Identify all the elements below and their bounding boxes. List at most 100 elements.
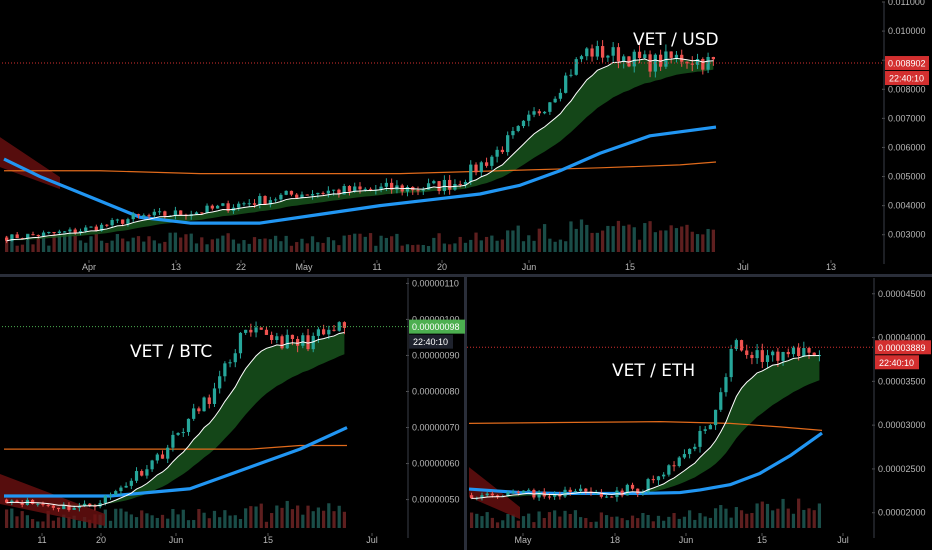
candle-body bbox=[238, 332, 243, 354]
volume-bar bbox=[584, 518, 588, 528]
candle-body bbox=[337, 322, 341, 331]
volume-bar bbox=[672, 513, 676, 528]
candle-body bbox=[724, 377, 728, 393]
candle-body bbox=[242, 203, 246, 205]
volume-bar bbox=[765, 503, 770, 528]
ema-ribbon bbox=[471, 355, 820, 499]
candle-body bbox=[606, 55, 610, 58]
volume-bar bbox=[579, 219, 584, 252]
volume-bar bbox=[475, 513, 479, 528]
x-tick-label: Apr bbox=[82, 262, 96, 272]
candle-body bbox=[485, 493, 489, 496]
volume-bar bbox=[300, 238, 304, 252]
panel-vet-eth[interactable]: 0.00004500 0.00004000 0.00003500 0.00003000… bbox=[467, 278, 931, 545]
volume-bar bbox=[622, 225, 626, 252]
volume-bar bbox=[247, 243, 251, 252]
volume-bar bbox=[88, 519, 92, 528]
candle-body bbox=[797, 347, 801, 357]
candle-body bbox=[173, 210, 178, 216]
volume-bar bbox=[20, 511, 24, 528]
candle-body bbox=[152, 211, 156, 216]
volume-bar bbox=[501, 520, 505, 528]
candle-body bbox=[273, 199, 278, 201]
candle-body bbox=[590, 48, 594, 57]
volume-bar bbox=[516, 520, 520, 528]
volume-bar bbox=[108, 520, 113, 528]
candle-body bbox=[432, 181, 436, 184]
candle-body bbox=[771, 351, 775, 356]
volume-bar bbox=[82, 516, 87, 528]
volume-bar bbox=[176, 514, 180, 528]
volume-bar bbox=[615, 516, 619, 528]
candle-body bbox=[622, 56, 626, 62]
volume-bar bbox=[342, 235, 346, 252]
volume-bar bbox=[390, 236, 394, 252]
candle-body bbox=[126, 219, 130, 224]
volume-bar bbox=[36, 521, 40, 528]
volume-bar bbox=[604, 515, 609, 528]
candle-body bbox=[94, 226, 98, 231]
candle-body bbox=[223, 363, 227, 377]
x-tick-label: Jun bbox=[679, 535, 694, 545]
candle-body bbox=[574, 59, 578, 75]
volume-bar bbox=[627, 224, 631, 252]
candle-body bbox=[547, 496, 552, 498]
candle-body bbox=[147, 215, 151, 217]
volume-bar bbox=[653, 232, 657, 252]
volume-bar bbox=[703, 516, 707, 528]
candle-body bbox=[532, 111, 536, 115]
volume-bar bbox=[264, 521, 269, 528]
volume-bar bbox=[166, 518, 170, 528]
candle-body bbox=[20, 502, 24, 505]
candle-body bbox=[448, 179, 452, 190]
ma-long-line bbox=[4, 161, 717, 175]
volume-bar bbox=[724, 508, 728, 528]
candle-body bbox=[192, 408, 196, 419]
x-tick-label: 20 bbox=[96, 535, 106, 545]
candle-body bbox=[72, 507, 76, 510]
ma-slow-line bbox=[4, 426, 348, 498]
volume-bar bbox=[194, 243, 199, 252]
candle-body bbox=[210, 205, 214, 209]
volume-bar bbox=[67, 517, 71, 528]
countdown-tag bbox=[875, 355, 919, 370]
candle-body bbox=[140, 471, 144, 476]
candle-body bbox=[599, 492, 603, 497]
candle-body bbox=[105, 224, 109, 226]
volume-bar bbox=[119, 508, 123, 528]
candle-body bbox=[99, 224, 104, 231]
volume-bar bbox=[290, 509, 295, 528]
volume-bar bbox=[15, 516, 19, 528]
candle-body bbox=[585, 48, 589, 57]
volume-bar bbox=[73, 235, 77, 252]
volume-bar bbox=[558, 239, 563, 252]
volume-bar bbox=[506, 514, 510, 528]
volume-bar bbox=[181, 509, 185, 528]
candle-body bbox=[516, 491, 520, 493]
candle-body bbox=[145, 469, 149, 476]
candle-body bbox=[84, 227, 88, 232]
candle-body bbox=[305, 194, 309, 196]
volume-bar bbox=[458, 236, 462, 252]
x-tick-label: Jul bbox=[737, 262, 749, 272]
y-tick-label: 0.011000 bbox=[888, 0, 925, 7]
y-tick-label: 0.00002500 bbox=[878, 464, 926, 474]
candle-body bbox=[480, 495, 484, 498]
panel-vet-btc[interactable]: 0.00000110 0.00000100 0.00000090 0.00000080… bbox=[0, 278, 465, 545]
volume-bar bbox=[145, 513, 149, 528]
candle-body bbox=[632, 51, 636, 67]
candle-body bbox=[584, 488, 588, 492]
candle-body bbox=[563, 489, 567, 497]
volume-bar bbox=[658, 230, 663, 252]
panel-vet-usd[interactable]: 0.0110000.0100000.0090000.0080000.007000… bbox=[0, 0, 929, 272]
candle-body bbox=[258, 196, 262, 205]
volume-bar bbox=[358, 233, 362, 252]
candle-body bbox=[677, 457, 681, 466]
candle-body bbox=[322, 329, 326, 335]
volume-bar bbox=[72, 515, 76, 528]
volume-bar bbox=[469, 512, 474, 528]
candle-body bbox=[610, 496, 614, 498]
volume-bar bbox=[585, 224, 589, 252]
candle-body bbox=[548, 102, 552, 112]
candle-body bbox=[651, 479, 655, 481]
